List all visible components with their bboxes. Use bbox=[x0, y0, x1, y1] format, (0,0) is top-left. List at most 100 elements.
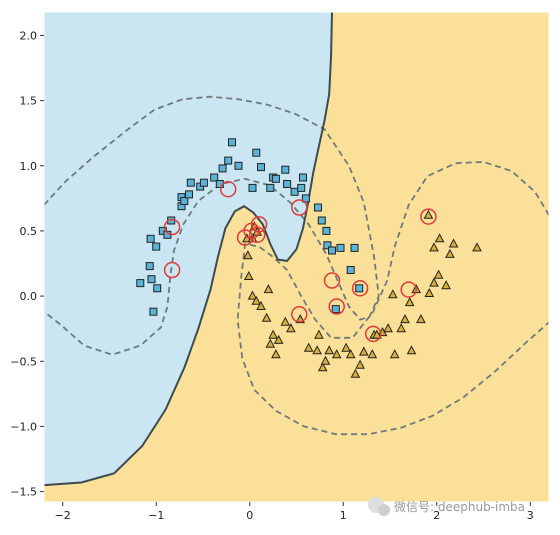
data-point-triangle bbox=[256, 300, 266, 310]
data-point-triangle bbox=[400, 314, 410, 324]
data-point-triangle bbox=[445, 248, 455, 258]
data-point-triangle bbox=[429, 277, 439, 287]
x-tick-label: 2 bbox=[433, 509, 440, 522]
data-point-square bbox=[180, 197, 189, 205]
data-point-triangle bbox=[317, 362, 328, 372]
x-tick-label: −2 bbox=[55, 509, 71, 522]
data-point-triangle bbox=[247, 290, 258, 300]
data-point-triangle bbox=[312, 345, 322, 355]
data-point-triangle bbox=[263, 284, 274, 294]
contour-lines bbox=[44, 12, 549, 487]
data-point-square bbox=[328, 246, 336, 255]
data-point-triangle bbox=[243, 270, 254, 280]
data-point-square bbox=[186, 178, 195, 187]
data-point-square bbox=[146, 234, 155, 243]
data-point-square bbox=[290, 187, 299, 196]
data-point-triangle bbox=[389, 349, 400, 359]
y-tick-label: −0.5 bbox=[10, 355, 37, 368]
support-vector-rings bbox=[163, 180, 437, 343]
plot-frame bbox=[43, 11, 550, 503]
data-point-square bbox=[224, 156, 233, 165]
data-point-square bbox=[136, 279, 145, 288]
data-point-square bbox=[301, 194, 310, 203]
support-vector-ring bbox=[236, 229, 254, 246]
data-point-triangle bbox=[383, 323, 393, 333]
data-point-triangle bbox=[314, 329, 324, 339]
data-point-triangle bbox=[429, 242, 439, 252]
data-point-triangle bbox=[396, 323, 407, 333]
y-tick-label: 1.0 bbox=[20, 160, 38, 173]
data-point-triangle bbox=[423, 209, 434, 219]
support-vector-ring bbox=[323, 272, 341, 289]
data-point-square bbox=[199, 178, 208, 187]
data-point-triangle bbox=[350, 368, 361, 378]
data-point-triangle bbox=[424, 287, 435, 297]
data-point-square bbox=[234, 161, 243, 170]
data-point-triangle bbox=[372, 329, 382, 339]
data-point-triangle bbox=[251, 295, 262, 305]
y-tick-label: −1.5 bbox=[10, 486, 37, 499]
data-point-triangle bbox=[367, 349, 378, 359]
x-tick-label: 1 bbox=[340, 509, 347, 522]
data-point-triangle bbox=[243, 250, 253, 260]
data-point-triangle bbox=[433, 269, 444, 279]
data-point-square bbox=[355, 284, 364, 293]
support-vector-ring bbox=[291, 306, 308, 323]
support-vector-ring bbox=[351, 280, 369, 297]
support-vector-ring bbox=[248, 226, 266, 244]
data-point-triangle bbox=[303, 342, 314, 352]
data-point-square bbox=[323, 241, 332, 250]
data-point-triangle bbox=[434, 233, 445, 243]
data-point-triangle bbox=[448, 238, 459, 248]
support-vector-ring bbox=[219, 180, 237, 198]
data-point-triangle bbox=[268, 329, 278, 339]
data-point-triangle bbox=[265, 338, 276, 348]
data-point-triangle bbox=[387, 289, 398, 299]
support-vector-ring bbox=[364, 325, 382, 343]
data-point-square bbox=[331, 305, 340, 314]
data-point-triangle bbox=[280, 316, 291, 326]
y-tick-label: 0.5 bbox=[20, 225, 38, 238]
data-point-square bbox=[152, 242, 161, 251]
x-tick-label: −1 bbox=[148, 509, 164, 522]
support-vector-ring bbox=[400, 281, 417, 298]
data-point-square bbox=[346, 266, 355, 274]
support-vector-ring bbox=[163, 218, 181, 236]
data-point-square bbox=[314, 203, 322, 212]
data-point-square bbox=[257, 163, 265, 172]
margin-line-upper bbox=[44, 95, 380, 356]
data-point-triangle bbox=[331, 349, 342, 359]
decision-boundary-line bbox=[44, 12, 333, 487]
data-point-square bbox=[228, 138, 236, 147]
x-tick-label: 3 bbox=[527, 509, 534, 522]
x-tick-label: 0 bbox=[246, 509, 253, 522]
region-class-1 bbox=[44, 12, 549, 502]
data-point-square bbox=[147, 275, 156, 284]
data-point-triangle bbox=[404, 297, 415, 307]
data-point-square bbox=[350, 243, 359, 252]
data-point-triangle bbox=[355, 359, 365, 369]
data-point-triangle bbox=[271, 349, 281, 359]
data-point-square bbox=[336, 243, 345, 252]
watermark: 微信号: deephub-imba bbox=[368, 497, 525, 516]
support-vector-ring bbox=[250, 216, 268, 233]
data-points bbox=[136, 138, 482, 378]
data-point-square bbox=[145, 262, 154, 271]
data-point-square bbox=[266, 183, 275, 192]
data-point-triangle bbox=[416, 314, 426, 324]
data-point-triangle bbox=[320, 355, 331, 365]
data-point-square bbox=[252, 148, 261, 157]
y-tick-label: 2.0 bbox=[20, 29, 38, 42]
axes: −2 −1 0 1 2 3 −1.5 −1.0 −0.5 0.0 0.5 1.0 1.5 2.0 bbox=[10, 29, 534, 522]
data-point-triangle bbox=[345, 349, 356, 359]
data-point-square bbox=[317, 216, 326, 225]
margin-line-lower bbox=[236, 160, 549, 436]
decision-regions bbox=[44, 12, 549, 502]
data-point-square bbox=[299, 173, 307, 182]
support-vector-ring bbox=[420, 208, 437, 225]
data-point-square bbox=[322, 226, 331, 235]
data-point-square bbox=[283, 180, 292, 188]
data-point-square bbox=[248, 183, 257, 192]
